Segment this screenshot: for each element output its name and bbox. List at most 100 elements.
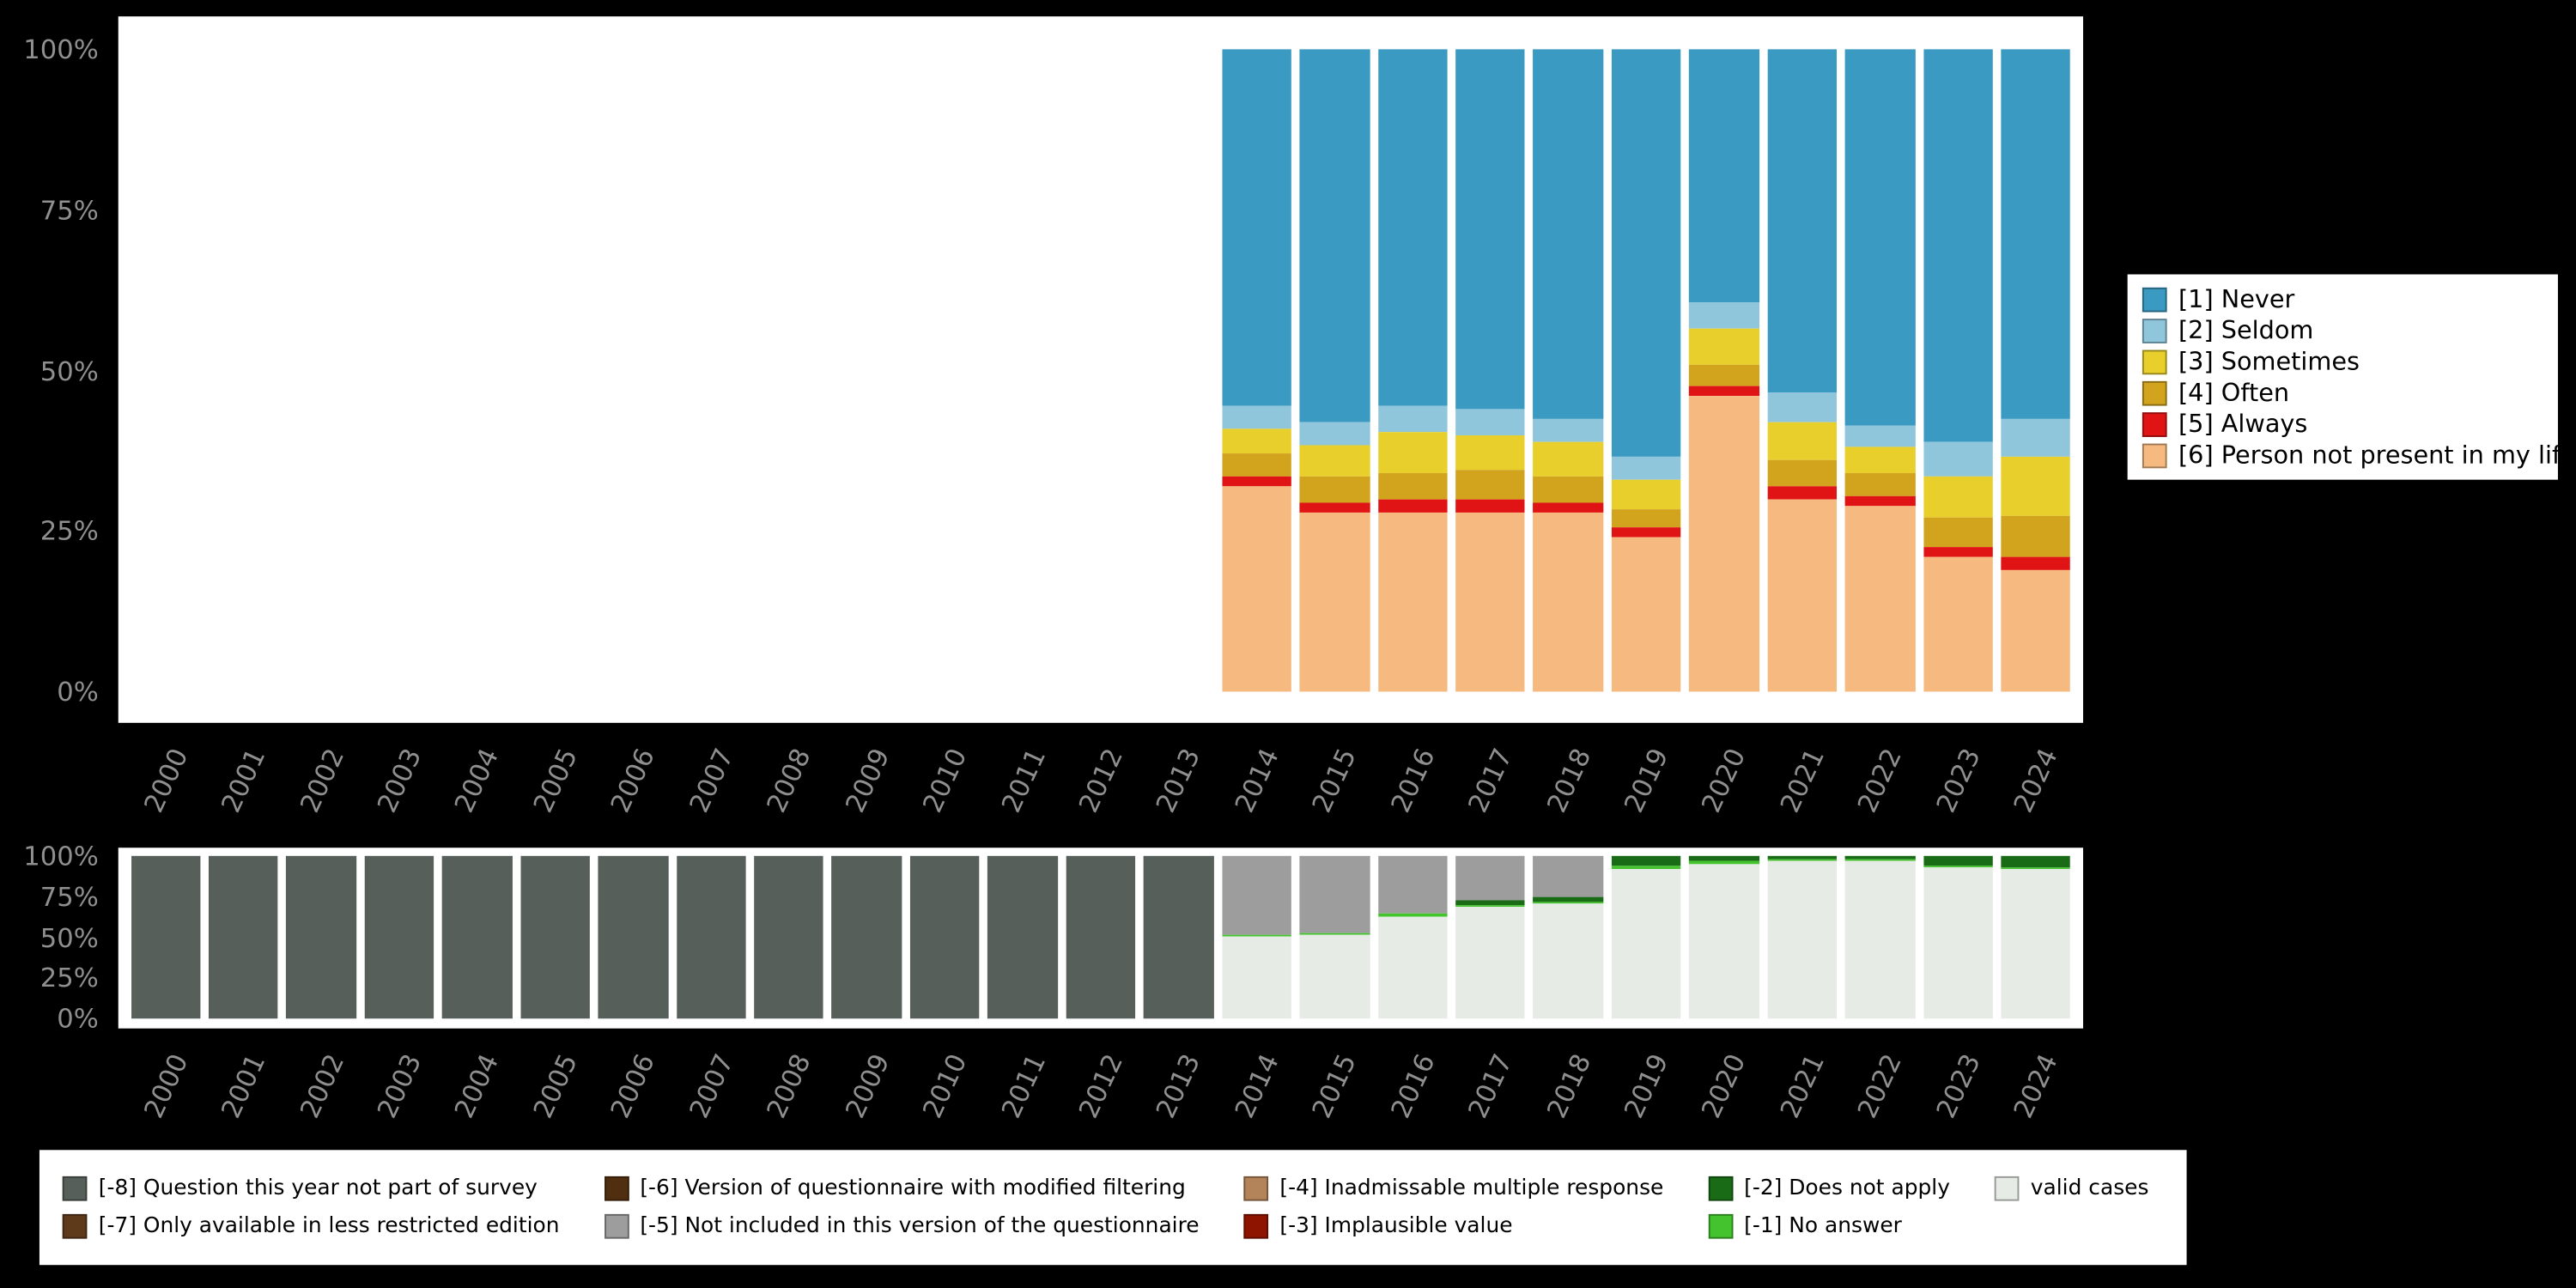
bar-segment <box>1844 473 1916 496</box>
y-axis-tick-label: 50% <box>39 921 99 953</box>
bar-segment <box>1923 440 1993 477</box>
x-axis-tick-label: 2019 <box>1618 743 1675 817</box>
stacked-bar-2017 <box>1455 855 1526 1019</box>
bar-segment <box>1923 518 1993 548</box>
legend-swatch <box>2142 411 2167 436</box>
stacked-bar-2002 <box>286 855 356 1019</box>
bar-segment <box>1923 547 1993 557</box>
bar-segment <box>1221 935 1291 1019</box>
bar-segment <box>1143 855 1214 1019</box>
y-axis-tick-label: 0% <box>57 676 99 708</box>
x-axis-tick-label: 2010 <box>916 743 974 817</box>
bar-segment <box>2001 457 2071 515</box>
stacked-bar-2010 <box>910 49 980 691</box>
x-axis-tick-label: 2011 <box>994 1048 1052 1123</box>
x-axis-tick-label: 2022 <box>1851 743 1909 817</box>
x-axis-tick-label: 2008 <box>760 1048 817 1123</box>
stacked-bar-2008 <box>754 49 823 691</box>
x-axis-tick: 2014 <box>1218 729 1296 831</box>
y-axis-tick-label: 0% <box>57 1003 99 1035</box>
x-axis-tick: 2004 <box>438 729 516 831</box>
stacked-bar-2012 <box>1066 855 1136 1019</box>
legend-item: [-4] Inadmissable multiple response <box>1243 1176 1678 1201</box>
legend-swatch <box>1243 1213 1269 1239</box>
bar-segment <box>831 855 902 1019</box>
bar-slot-2003 <box>361 855 439 1019</box>
legend-label: [-5] Not included in this version of the… <box>640 1213 1200 1239</box>
bar-segment <box>1533 901 1603 903</box>
x-axis-tick-label: 2016 <box>1383 743 1441 817</box>
bar-segment <box>2001 418 2071 458</box>
x-axis-tick-label: 2004 <box>448 1048 506 1123</box>
bar-segment <box>1455 904 1526 907</box>
x-axis-tick: 2011 <box>984 729 1062 831</box>
legend-swatch <box>2142 318 2167 343</box>
top-chart-panel <box>118 16 2084 723</box>
top-chart-x-axis: 2000 2001 2002 2003 2004 2005 2006 2007 2008 2009… <box>126 729 2075 831</box>
stacked-bar-2022 <box>1844 49 1916 692</box>
bar-segment <box>1767 49 1838 393</box>
bar-segment <box>2001 514 2071 557</box>
bar-slot-2002 <box>283 855 361 1019</box>
x-axis-tick-label: 2021 <box>1773 743 1831 817</box>
bar-slot-2014 <box>1218 855 1296 1019</box>
x-axis-tick: 2017 <box>1451 1035 1529 1137</box>
stacked-bar-2013 <box>1143 855 1214 1019</box>
bar-segment <box>1533 902 1603 1019</box>
x-axis-tick: 2023 <box>1919 729 1997 831</box>
bar-segment <box>1689 396 1759 692</box>
bar-segment <box>1611 855 1681 867</box>
x-axis-tick: 2013 <box>1139 1035 1218 1137</box>
x-axis-tick: 2024 <box>1997 729 2075 831</box>
bottom-chart-y-axis: 0% 25% 50% 75% 100% <box>0 841 108 1035</box>
bar-slot-2023 <box>1919 49 1997 692</box>
bar-segment <box>1377 914 1448 916</box>
bar-segment <box>1923 867 1993 1019</box>
bar-segment <box>1533 440 1603 477</box>
bar-segment <box>1844 495 1916 506</box>
bar-slot-2020 <box>1686 855 1764 1019</box>
legend-swatch <box>1708 1213 1733 1239</box>
x-axis-tick: 2020 <box>1686 1035 1764 1137</box>
y-axis-tick-label: 100% <box>23 840 99 872</box>
x-axis-tick-label: 2024 <box>2008 1048 2064 1123</box>
x-axis-tick: 2021 <box>1763 1035 1841 1137</box>
y-axis-tick-label: 50% <box>39 355 99 386</box>
bar-segment <box>1611 49 1681 458</box>
bar-segment <box>1689 865 1759 1019</box>
bar-segment <box>1767 460 1838 487</box>
x-axis-tick: 2003 <box>361 1035 439 1137</box>
x-axis-tick: 2003 <box>361 729 439 831</box>
x-axis-tick-label: 2000 <box>137 743 194 817</box>
bar-slot-2024 <box>1997 855 2075 1019</box>
stacked-bar-2014 <box>1221 855 1291 1019</box>
legend-item: [6] Person not present in my life <box>2142 440 2558 470</box>
x-axis-tick: 2022 <box>1841 729 1919 831</box>
bar-segment <box>676 855 746 1019</box>
bar-segment <box>1923 855 1993 866</box>
bar-segment <box>1533 501 1603 513</box>
stacked-bar-2018 <box>1533 49 1603 692</box>
x-axis-tick: 2020 <box>1686 729 1764 831</box>
bar-segment <box>1299 422 1370 445</box>
bar-segment <box>1221 486 1291 692</box>
x-axis-tick-label: 2019 <box>1618 1048 1675 1123</box>
legend-label: [-4] Inadmissable multiple response <box>1279 1176 1664 1201</box>
x-axis-tick-label: 2006 <box>605 743 662 817</box>
bar-segment <box>1923 556 1993 692</box>
x-axis-tick-label: 2023 <box>1929 1048 1987 1123</box>
bar-segment <box>208 855 279 1019</box>
legend-item: [2] Seldom <box>2142 315 2543 345</box>
missing-values-legend: [-8] Question this year not part of surv… <box>39 1150 2187 1266</box>
stacked-bar-2016 <box>1377 49 1448 692</box>
bar-segment <box>1844 860 1916 862</box>
bar-segment <box>1299 444 1370 477</box>
x-axis-tick: 2013 <box>1139 729 1218 831</box>
bar-slot-2007 <box>672 49 750 691</box>
bar-segment <box>1767 861 1838 1019</box>
bar-segment <box>1923 866 1993 868</box>
bar-slot-2022 <box>1841 855 1919 1019</box>
x-axis-tick-label: 2017 <box>1461 743 1519 817</box>
stacked-bar-2005 <box>520 49 590 691</box>
bar-segment <box>519 855 591 1019</box>
